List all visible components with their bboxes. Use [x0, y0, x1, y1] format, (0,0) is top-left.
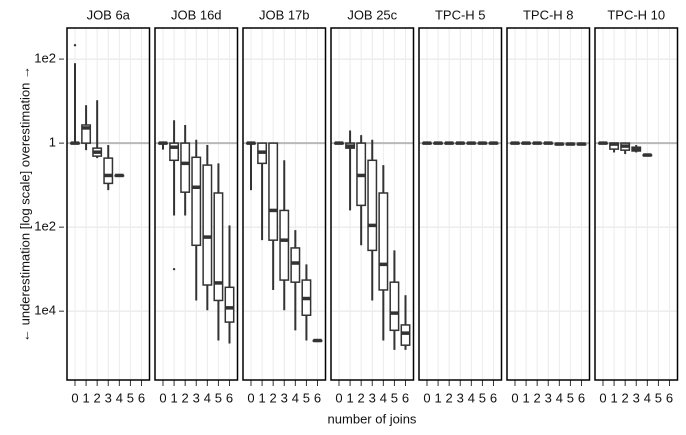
x-tick-label: 1	[170, 390, 177, 405]
outlier	[172, 267, 176, 271]
x-tick-label: 3	[633, 390, 640, 405]
y-axis-label: ← underestimation [log scale] overestima…	[17, 66, 32, 342]
x-tick-label: 2	[182, 390, 189, 405]
x-tick-label: 4	[468, 390, 475, 405]
x-tick-label: 5	[391, 390, 398, 405]
x-tick-label: 5	[303, 390, 310, 405]
x-tick-label: 3	[457, 390, 464, 405]
x-tick-label: 6	[226, 390, 233, 405]
x-tick-label: 3	[193, 390, 200, 405]
facet-title: TPC-H 8	[523, 7, 574, 22]
x-tick-label: 1	[522, 390, 529, 405]
panel-frame	[242, 27, 327, 381]
x-tick-label: 6	[402, 390, 409, 405]
x-tick-label: 2	[622, 390, 629, 405]
x-tick-label: 3	[545, 390, 552, 405]
box	[81, 124, 92, 144]
x-tick-label: 0	[599, 390, 606, 405]
panel-frame	[330, 27, 415, 381]
x-tick-label: 1	[346, 390, 353, 405]
x-tick-label: 4	[556, 390, 563, 405]
x-tick-label: 0	[71, 390, 78, 405]
x-tick-label: 2	[270, 390, 277, 405]
box	[367, 159, 378, 252]
x-tick-label: 0	[423, 390, 430, 405]
x-tick-label: 3	[369, 390, 376, 405]
facet-title: TPC-H 10	[607, 7, 665, 22]
panel-frame	[594, 27, 679, 381]
box	[400, 324, 411, 346]
x-tick-label: 2	[446, 390, 453, 405]
facet-title: JOB 16d	[171, 7, 222, 22]
x-tick-label: 3	[281, 390, 288, 405]
facet-title: JOB 17b	[259, 7, 310, 22]
box	[103, 157, 114, 185]
panel-frame	[66, 27, 151, 381]
x-axis-label: number of joins	[328, 411, 417, 426]
x-tick-label: 4	[644, 390, 651, 405]
x-tick-label: 6	[666, 390, 673, 405]
facet-title: JOB 6a	[87, 7, 131, 22]
x-tick-label: 6	[314, 390, 321, 405]
y-tick-label: 1e2	[34, 219, 56, 234]
y-tick-label: 1e4	[34, 303, 56, 318]
x-tick-label: 0	[159, 390, 166, 405]
box	[191, 156, 202, 247]
facet-title: TPC-H 5	[435, 7, 486, 22]
x-tick-label: 2	[534, 390, 541, 405]
x-tick-label: 3	[105, 390, 112, 405]
x-tick-label: 5	[127, 390, 134, 405]
x-tick-label: 5	[655, 390, 662, 405]
x-tick-label: 1	[82, 390, 89, 405]
x-tick-label: 4	[292, 390, 299, 405]
box	[213, 192, 224, 302]
box	[268, 142, 279, 241]
panel-frame	[154, 27, 239, 381]
box	[202, 164, 213, 286]
x-tick-label: 2	[358, 390, 365, 405]
x-tick-label: 5	[567, 390, 574, 405]
x-tick-label: 6	[578, 390, 585, 405]
x-tick-label: 6	[490, 390, 497, 405]
box	[180, 142, 191, 193]
box	[169, 142, 180, 162]
y-tick-label: 1	[49, 135, 56, 150]
box	[290, 247, 301, 283]
x-tick-label: 1	[434, 390, 441, 405]
x-tick-label: 5	[479, 390, 486, 405]
x-tick-label: 0	[511, 390, 518, 405]
x-tick-label: 0	[247, 390, 254, 405]
panel-frame	[418, 27, 503, 381]
x-tick-label: 1	[258, 390, 265, 405]
x-tick-label: 4	[204, 390, 211, 405]
x-tick-label: 4	[380, 390, 387, 405]
box	[389, 281, 400, 332]
box	[279, 209, 290, 281]
box	[224, 286, 235, 323]
facet-title: JOB 25c	[347, 7, 397, 22]
x-tick-label: 5	[215, 390, 222, 405]
x-tick-label: 1	[610, 390, 617, 405]
box	[378, 192, 389, 291]
panel-frame	[506, 27, 591, 381]
outlier	[73, 44, 77, 47]
x-tick-label: 4	[116, 390, 123, 405]
x-tick-label: 0	[335, 390, 342, 405]
x-tick-label: 6	[138, 390, 145, 405]
y-tick-label: 1e2	[34, 51, 56, 66]
x-tick-label: 2	[94, 390, 101, 405]
